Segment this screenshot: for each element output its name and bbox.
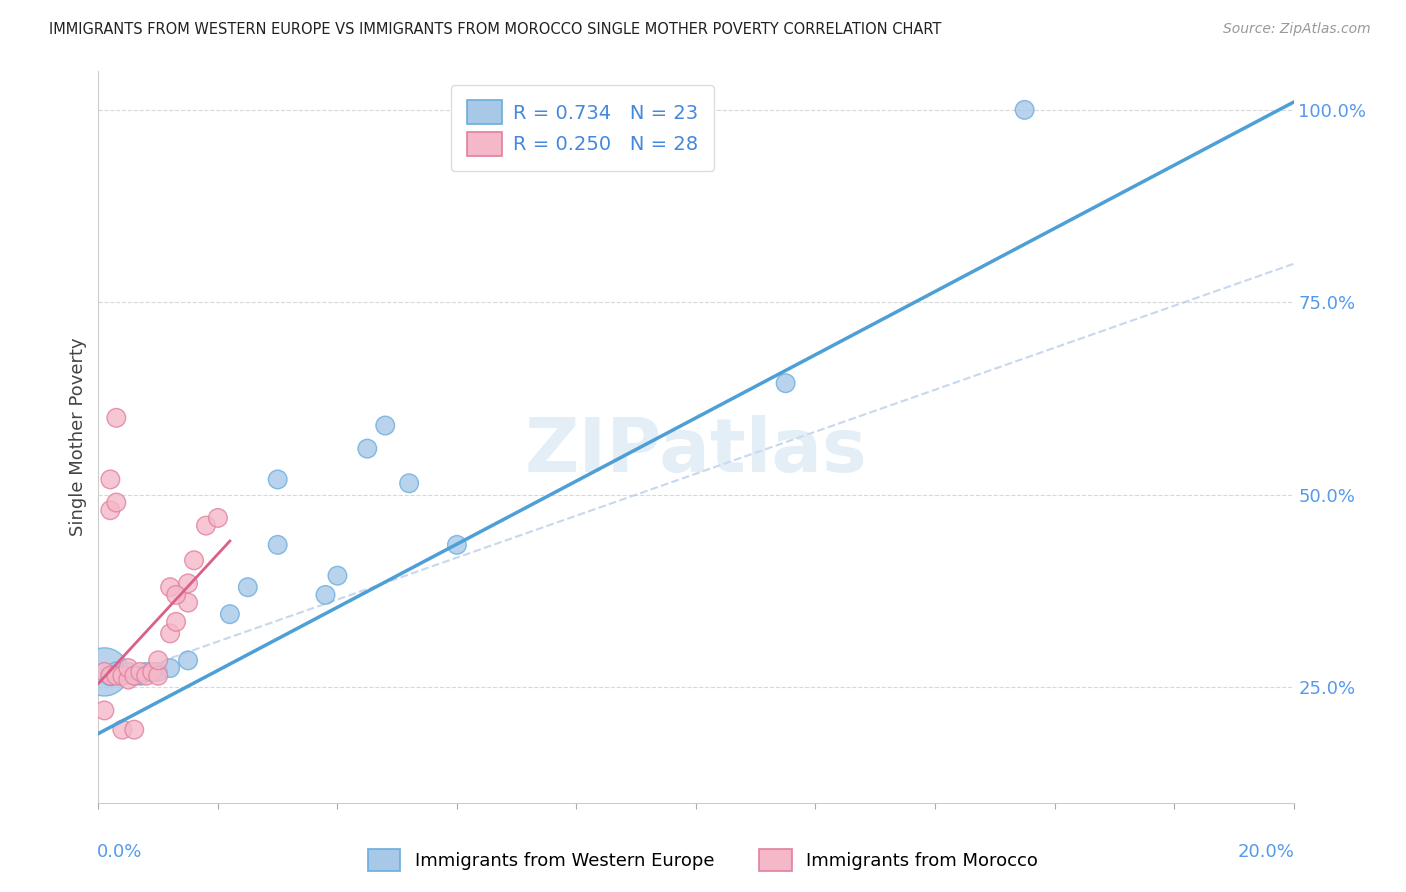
Text: Source: ZipAtlas.com: Source: ZipAtlas.com [1223,22,1371,37]
Point [236,580,259,594]
Point [398,476,420,491]
Point [105,495,128,509]
Point [98,669,122,683]
Legend: Immigrants from Western Europe, Immigrants from Morocco: Immigrants from Western Europe, Immigran… [360,842,1046,879]
Point [129,665,152,679]
Legend: R = 0.734   N = 23, R = 0.250   N = 28: R = 0.734 N = 23, R = 0.250 N = 28 [451,85,714,171]
Text: ZIPatlas: ZIPatlas [524,415,868,488]
Point [105,410,128,425]
Point [98,669,122,683]
Point [165,588,187,602]
Point [129,669,152,683]
Point [183,553,205,567]
Point [356,442,378,456]
Point [111,723,134,737]
Text: IMMIGRANTS FROM WESTERN EUROPE VS IMMIGRANTS FROM MOROCCO SINGLE MOTHER POVERTY : IMMIGRANTS FROM WESTERN EUROPE VS IMMIGR… [49,22,942,37]
Point [93,665,115,679]
Point [117,661,139,675]
Point [315,588,337,602]
Point [135,669,157,683]
Point [775,376,797,391]
Point [93,665,115,679]
Point [117,665,139,679]
Text: 0.0%: 0.0% [97,843,142,861]
Point [111,669,134,683]
Point [148,669,170,683]
Point [141,665,163,679]
Point [105,669,128,683]
Y-axis label: Single Mother Poverty: Single Mother Poverty [69,338,87,536]
Point [135,665,157,679]
Point [148,653,170,667]
Point [124,669,146,683]
Point [148,665,170,679]
Point [117,673,139,687]
Point [219,607,242,622]
Point [124,723,146,737]
Point [326,568,349,582]
Point [267,538,290,552]
Point [165,615,187,629]
Point [446,538,468,552]
Point [177,576,200,591]
Point [267,472,290,486]
Point [105,665,128,679]
Point [93,703,115,717]
Point [159,626,181,640]
Point [159,580,181,594]
Point [177,596,200,610]
Point [195,518,218,533]
Point [124,669,146,683]
Point [98,503,122,517]
Point [159,661,181,675]
Point [1014,103,1036,117]
Text: 20.0%: 20.0% [1237,843,1295,861]
Point [177,653,200,667]
Point [374,418,396,433]
Point [207,511,229,525]
Point [111,669,134,683]
Point [98,472,122,486]
